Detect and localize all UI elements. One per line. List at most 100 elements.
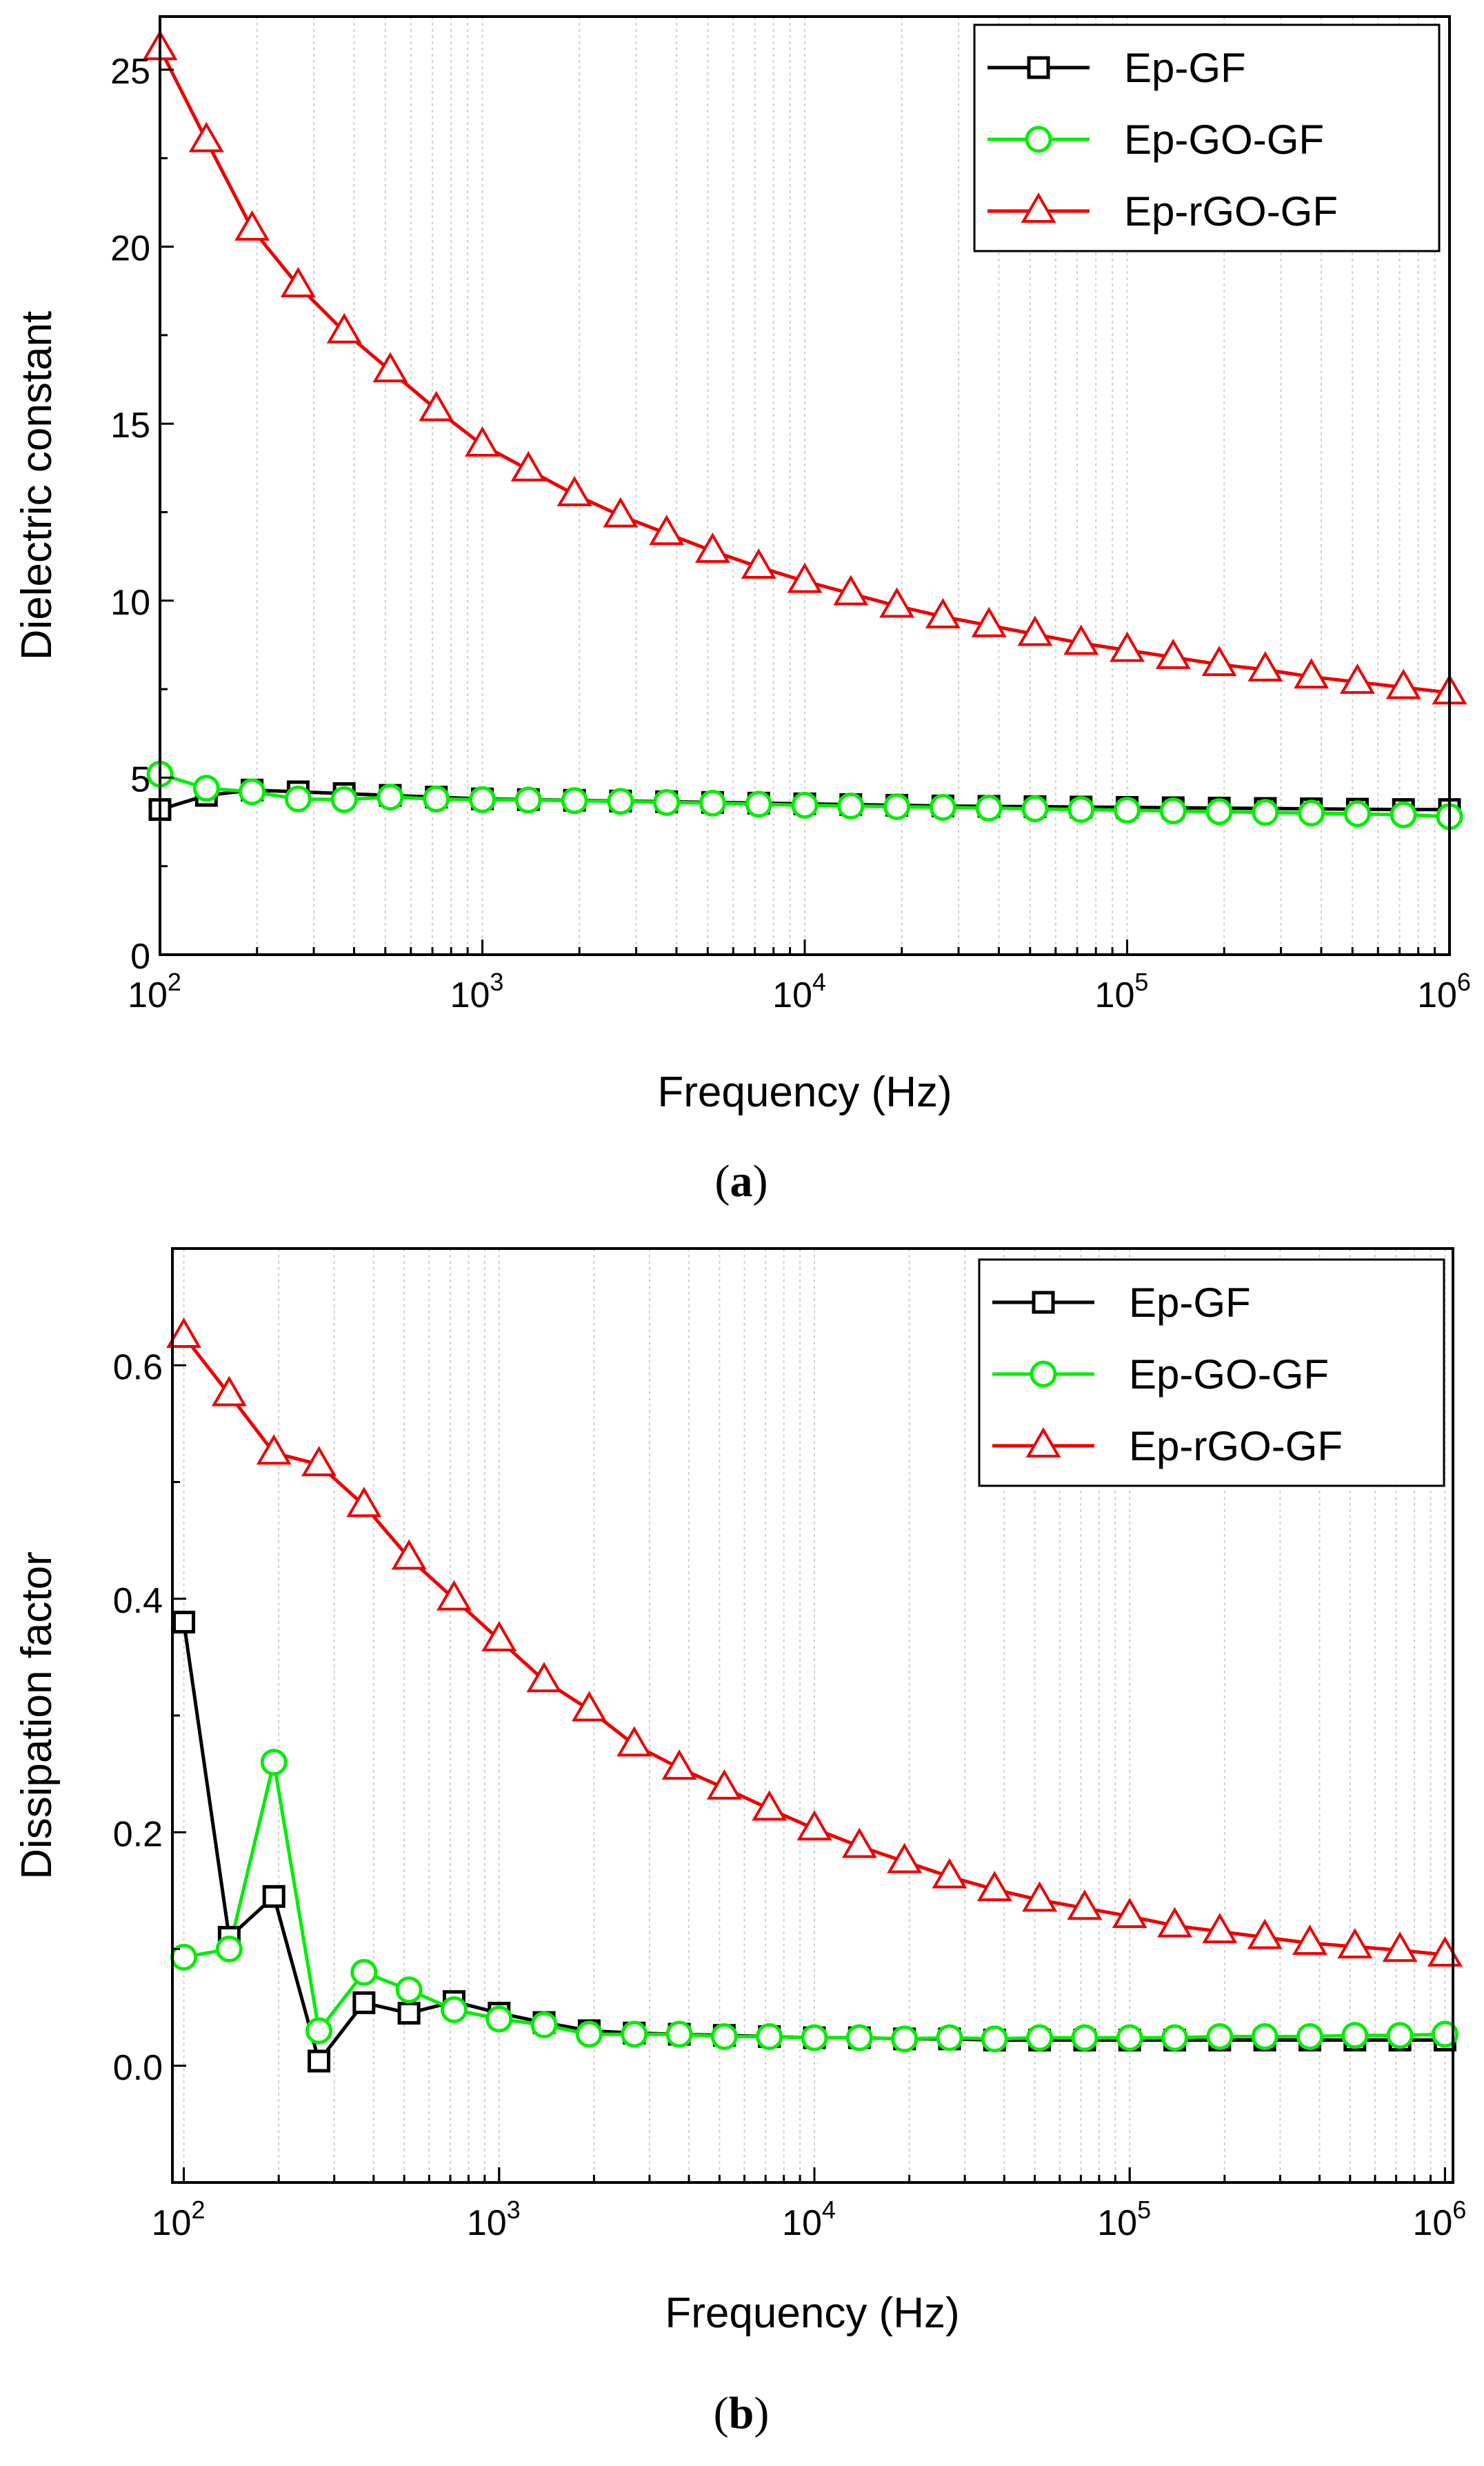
data-point-ep-rgo-gf (841, 1827, 877, 1858)
x-tick-label: 105 (1097, 2196, 1151, 2243)
data-point-ep-rgo-gf (971, 606, 1007, 637)
data-point-ep-rgo-gf (1337, 1928, 1373, 1959)
y-tick-label: 20 (110, 229, 150, 269)
data-point-ep-go-gf (1252, 799, 1279, 826)
data-point-ep-rgo-gf (556, 475, 592, 506)
data-point-ep-rgo-gf (1247, 650, 1283, 682)
legend-entry: Ep-GF (1129, 1280, 1251, 1326)
data-point-ep-go-gf (350, 1958, 378, 1986)
data-point-ep-rgo-gf (326, 312, 362, 344)
data-point-ep-go-gf (469, 786, 496, 813)
data-point-ep-rgo-gf (1382, 1931, 1418, 1962)
data-point-ep-go-gf (837, 792, 865, 819)
data-point-ep-rgo-gf (1022, 1881, 1058, 1912)
data-point-ep-go-gf (936, 2024, 963, 2051)
data-point-ep-rgo-gf (887, 1842, 923, 1873)
data-point-ep-gf (397, 2002, 421, 2025)
data-point-ep-go-gf (883, 793, 911, 820)
data-point-ep-rgo-gf (741, 548, 776, 579)
data-point-ep-rgo-gf (280, 267, 316, 298)
panel-label-a: (a) (715, 1156, 768, 1206)
data-point-ep-go-gf (1114, 797, 1141, 824)
data-point-ep-rgo-gf (661, 1749, 697, 1780)
data-point-ep-rgo-gf (796, 1810, 832, 1841)
data-point-ep-go-gf (699, 789, 726, 817)
y-tick-label: 5 (130, 759, 150, 799)
x-tick-label: 103 (450, 968, 504, 1015)
data-point-ep-go-gf (561, 787, 588, 815)
x-tick-label: 106 (1417, 968, 1471, 1015)
y-tick-label: 10 (110, 583, 150, 623)
panel-label-b-letter: b (729, 2388, 754, 2438)
data-point-ep-rgo-gf (1112, 1898, 1147, 1929)
data-point-ep-go-gf (1386, 2022, 1414, 2049)
data-point-ep-go-gf (423, 785, 450, 813)
y-tick-label: 0.0 (113, 2048, 163, 2088)
data-point-ep-rgo-gf (833, 575, 869, 606)
y-tick-label: 0.4 (113, 1581, 163, 1621)
data-point-ep-go-gf (891, 2025, 919, 2053)
data-point-ep-rgo-gf (616, 1726, 652, 1757)
data-point-ep-rgo-gf (706, 1769, 742, 1800)
y-tick-label: 15 (110, 406, 150, 446)
data-point-ep-rgo-gf (694, 532, 730, 563)
legend-marker (1025, 1427, 1061, 1458)
x-tick-label: 102 (152, 2196, 205, 2243)
data-point-ep-go-gf (1026, 2024, 1054, 2051)
series-group-b (166, 1317, 1463, 2073)
data-point-ep-rgo-gf (346, 1486, 382, 1518)
data-point-ep-go-gf (440, 1996, 468, 2024)
legend-marker (1032, 1291, 1055, 1314)
data-point-ep-go-gf (981, 2025, 1008, 2053)
data-point-ep-go-gf (1205, 798, 1233, 826)
data-point-ep-go-gf (530, 2011, 558, 2039)
data-point-ep-rgo-gf (1201, 646, 1237, 677)
data-point-ep-rgo-gf (211, 1375, 247, 1406)
data-point-ep-rgo-gf (166, 1317, 202, 1348)
data-point-ep-go-gf (1161, 2024, 1189, 2051)
data-point-ep-go-gf (1021, 795, 1049, 823)
data-point-ep-rgo-gf (1294, 658, 1330, 689)
data-point-ep-go-gf (745, 790, 772, 818)
y-axis-label-b: Dissipation factor (13, 1551, 61, 1880)
data-point-ep-gf (308, 2049, 331, 2073)
data-point-ep-go-gf (801, 2024, 828, 2051)
legend-entry: Ep-rGO-GF (1129, 1423, 1343, 1469)
data-point-ep-go-gf (192, 775, 220, 802)
data-point-ep-rgo-gf (256, 1434, 292, 1465)
data-point-ep-go-gf (756, 2022, 783, 2050)
data-point-ep-rgo-gf (571, 1691, 607, 1722)
data-point-ep-go-gf (1298, 799, 1325, 827)
data-point-ep-rgo-gf (787, 562, 823, 593)
legend-marker (1021, 192, 1056, 223)
data-point-ep-rgo-gf (649, 515, 685, 546)
legend-entry: Ep-rGO-GF (1124, 188, 1338, 235)
y-tick-label: 0.2 (113, 1814, 163, 1854)
data-point-ep-gf (262, 1885, 285, 1908)
data-point-ep-go-gf (1159, 797, 1187, 825)
legend-entry: Ep-GF (1124, 45, 1246, 91)
legend-b: Ep-GF Ep-GO-GF Ep-rGO-GF (978, 1258, 1445, 1487)
data-point-ep-go-gf (1390, 801, 1417, 828)
data-point-ep-go-gf (621, 2020, 648, 2048)
x-tick-label: 106 (1412, 2196, 1466, 2243)
x-tick-label: 103 (467, 2196, 521, 2243)
data-point-ep-rgo-gf (188, 121, 224, 152)
data-point-ep-rgo-gf (510, 450, 546, 481)
data-point-ep-go-gf (653, 788, 681, 816)
data-point-ep-rgo-gf (1110, 631, 1145, 662)
data-point-ep-rgo-gf (419, 390, 454, 421)
panel-label-b: (b) (714, 2388, 770, 2438)
data-point-ep-rgo-gf (925, 597, 961, 628)
data-point-ep-go-gf (1343, 800, 1371, 828)
data-point-ep-go-gf (1116, 2024, 1143, 2051)
data-point-ep-rgo-gf (1063, 624, 1099, 655)
data-point-ep-rgo-gf (1067, 1889, 1103, 1920)
y-axis-label-a: Dielectric constant (13, 311, 61, 661)
data-point-ep-go-gf (575, 2020, 603, 2048)
data-point-ep-rgo-gf (436, 1580, 472, 1611)
data-point-ep-rgo-gf (526, 1662, 562, 1693)
data-point-ep-go-gf (395, 1976, 423, 2004)
data-point-ep-go-gf (1431, 2020, 1458, 2048)
